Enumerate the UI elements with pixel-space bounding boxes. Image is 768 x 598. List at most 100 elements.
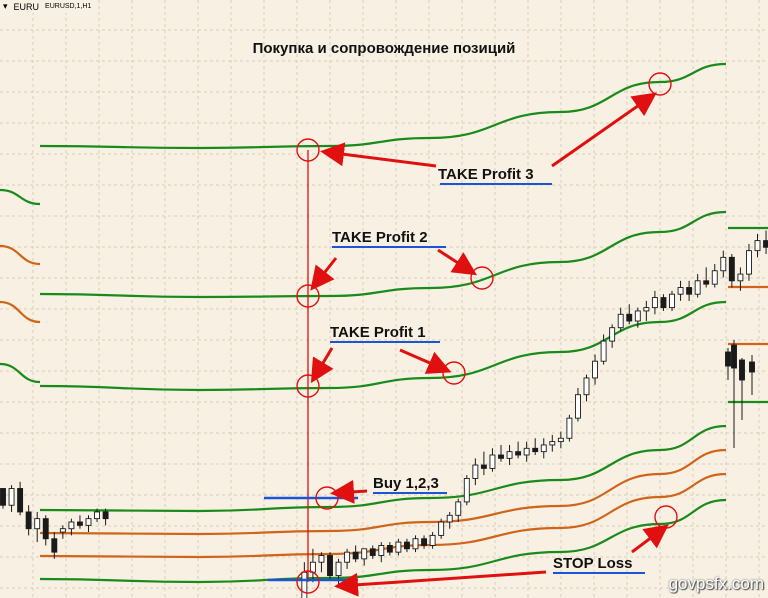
annotation-arrow [310, 257, 338, 291]
candle-body [386, 545, 393, 553]
band-upper-3 [39, 62, 727, 150]
candle-body [489, 454, 496, 469]
band-mid-green [39, 424, 727, 513]
candle-body [669, 293, 675, 309]
annotations [264, 72, 678, 597]
marker-circle [470, 266, 494, 290]
candle-body [694, 280, 701, 295]
band-left-2 [0, 244, 41, 266]
candle-body [421, 538, 427, 546]
candle-body [720, 256, 727, 272]
candle-body [677, 287, 684, 295]
candle-body [446, 514, 453, 523]
band-left-1 [0, 188, 41, 206]
candle-body [455, 501, 462, 516]
annotation-arrow [399, 348, 452, 374]
symbol-full-label: EURUSD,1,H1 [45, 3, 92, 10]
candle-body [651, 297, 658, 309]
candle-body [749, 361, 755, 373]
candle-body [746, 250, 752, 275]
candle-body [472, 464, 479, 479]
dropdown-icon[interactable]: ▾ [3, 1, 8, 11]
candle-body [660, 297, 667, 309]
candle-body [344, 551, 351, 563]
candle-body [592, 360, 598, 379]
marker-circle [296, 374, 320, 398]
candle-body [352, 551, 359, 560]
candle-body [523, 447, 530, 456]
candlesticks [0, 230, 768, 598]
candle-body [731, 344, 737, 369]
candle-body [463, 478, 470, 503]
candle-body [566, 417, 573, 439]
marker-circle [648, 72, 672, 96]
candle-body [737, 273, 744, 282]
marker-circle [296, 284, 320, 308]
marker-circle [296, 138, 320, 162]
watermark: govpsfx.com [668, 574, 764, 593]
band-upper-1 [39, 300, 727, 392]
candle-body [754, 240, 761, 252]
candle-body [42, 518, 49, 540]
candle-body [703, 280, 710, 285]
candle-body [763, 240, 768, 248]
candle-body [369, 548, 376, 556]
band-left-4 [0, 362, 41, 384]
candle-body [59, 528, 66, 533]
candle-body [68, 521, 75, 530]
label-take-profit-3: TAKE Profit 3 [438, 166, 534, 183]
candle-body [76, 521, 83, 526]
annotation-arrow [310, 347, 334, 384]
candle-body [515, 451, 522, 456]
candle-body [711, 270, 718, 285]
candle-body [327, 555, 333, 577]
candle-body [506, 451, 513, 459]
candle-body [25, 511, 32, 530]
candle-body [557, 437, 564, 443]
chart-title: Покупка и сопровождение позиций [252, 40, 516, 57]
candle-body [395, 541, 402, 553]
candle-body [51, 538, 58, 553]
annotation-arrow [320, 142, 437, 168]
annotation-arrow [334, 570, 547, 597]
candle-body [0, 488, 6, 506]
candle-body [438, 521, 445, 536]
candle-body [85, 518, 92, 526]
candle-body [609, 327, 616, 342]
label-stop-loss: STOP Loss [553, 555, 633, 572]
candle-body [412, 538, 419, 550]
candle-body [575, 394, 581, 419]
candle-body [725, 351, 731, 367]
candle-body [8, 488, 15, 506]
candle-body [549, 441, 556, 446]
candle-body [34, 518, 41, 530]
band-left-3 [0, 300, 41, 324]
label-buy: Buy 1,2,3 [373, 475, 439, 492]
candle-body [686, 287, 693, 295]
annotation-arrow [330, 479, 368, 504]
symbol-tab[interactable]: ▾ EURU EURUSD,1,H1 [0, 0, 95, 13]
candle-body [728, 256, 735, 282]
marker-circle [296, 570, 320, 594]
candle-body [532, 447, 539, 453]
candle-body [480, 464, 487, 469]
candle-body [318, 555, 325, 563]
candle-body [94, 511, 101, 520]
annotation-arrow [551, 92, 657, 168]
candle-body [361, 548, 368, 560]
candle-body [301, 571, 308, 598]
annotation-arrow [437, 248, 478, 276]
candle-body [498, 454, 504, 459]
candle-body [634, 310, 641, 322]
candle-body [102, 511, 109, 520]
candle-body [335, 561, 342, 577]
candle-body [739, 359, 745, 381]
candle-body [17, 488, 24, 513]
band-orange-1 [39, 448, 727, 536]
candle-body [378, 545, 385, 556]
candle-body [643, 307, 650, 312]
candle-body [617, 313, 624, 329]
symbol-short-label: EURU [13, 1, 40, 12]
